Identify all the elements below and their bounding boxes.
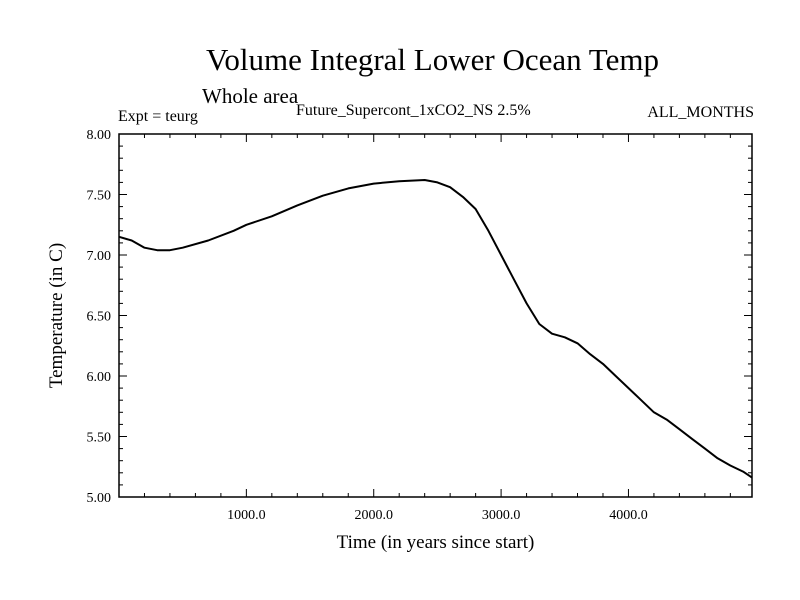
months-label: ALL_MONTHS xyxy=(647,104,754,121)
temperature-series-line xyxy=(118,179,753,479)
x-axis: 1000.0 2000.0 3000.0 4000.0 xyxy=(143,134,731,523)
x-axis-title: Time (in years since start) xyxy=(337,532,535,553)
x-tick-label: 4000.0 xyxy=(609,508,648,523)
plot-frame xyxy=(118,133,753,498)
y-tick-label: 5.50 xyxy=(87,431,112,446)
x-tick-label: 3000.0 xyxy=(482,508,521,523)
chart-subtitle: Whole area xyxy=(202,84,299,108)
y-tick-label: 5.00 xyxy=(87,491,112,506)
y-tick-label: 8.00 xyxy=(87,128,112,143)
run-name-label: Future_Supercont_1xCO2_NS 2.5% xyxy=(296,102,531,119)
experiment-label: Expt = teurg xyxy=(118,108,198,125)
y-tick-label: 7.50 xyxy=(87,189,112,204)
y-tick-label: 6.00 xyxy=(87,370,112,385)
series-layer xyxy=(118,179,753,479)
y-tick-label: 6.50 xyxy=(87,310,112,325)
y-tick-label: 7.00 xyxy=(87,249,112,264)
chart-title: Volume Integral Lower Ocean Temp xyxy=(206,42,659,77)
x-tick-label: 1000.0 xyxy=(227,508,266,523)
y-axis: 5.00 5.50 6.00 6.50 7.00 7.50 8.00 xyxy=(87,128,752,506)
x-tick-label: 2000.0 xyxy=(354,508,393,523)
y-axis-title: Temperature (in C) xyxy=(46,243,67,388)
